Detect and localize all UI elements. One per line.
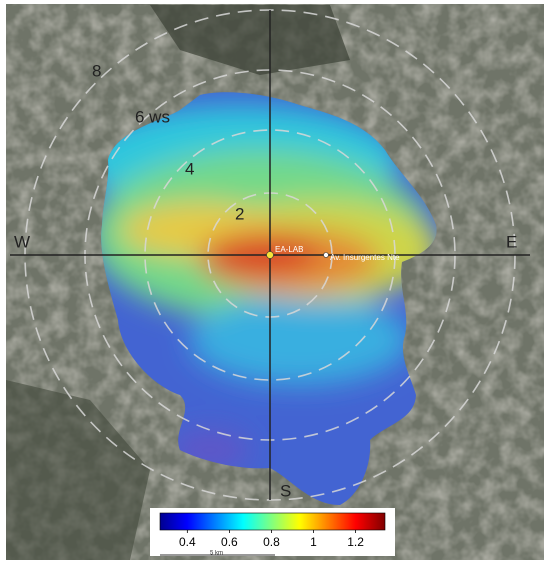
site-label: EA-LAB <box>275 245 303 254</box>
ring-label: 2 <box>235 204 244 223</box>
direction-label: S <box>280 481 291 500</box>
site-label: Av. Insurgentes Nte <box>330 253 400 262</box>
ring-label: 8 <box>92 61 101 80</box>
colorbar-tick-label: 0.4 <box>179 535 196 549</box>
mountain-shade <box>150 5 350 75</box>
scale-bar-label: 5 km <box>210 551 223 557</box>
lab-marker <box>266 251 274 259</box>
station-marker <box>323 252 329 258</box>
ring-label: 4 <box>185 159 194 178</box>
colorbar-tick-label: 0.6 <box>221 535 238 549</box>
colorbar <box>159 512 386 531</box>
colorbar-ticks: 0.4 0.6 0.8 1 1.2 <box>179 530 364 549</box>
colorbar-tick-label: 1.2 <box>347 535 364 549</box>
colorbar-tick-label: 1 <box>310 535 317 549</box>
ring-label: 6 ws <box>135 107 170 126</box>
direction-label: E <box>506 232 517 251</box>
colorbar-tick-label: 0.8 <box>263 535 280 549</box>
mountain-shade <box>6 380 150 560</box>
direction-label: W <box>14 232 30 251</box>
